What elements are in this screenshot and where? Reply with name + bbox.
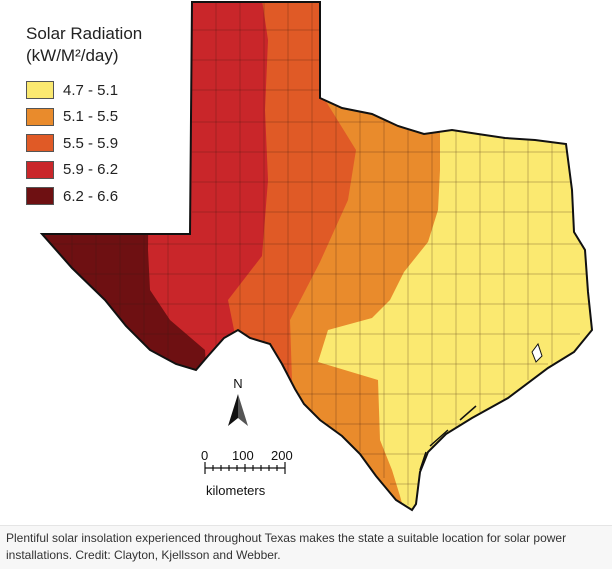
legend-label: 6.2 - 6.6 bbox=[63, 187, 119, 205]
scale-tick-label: 0 bbox=[201, 448, 209, 463]
legend-label: 4.7 - 5.1 bbox=[63, 81, 119, 99]
north-arrow-icon bbox=[228, 394, 248, 426]
legend: 4.7 - 5.1 5.1 - 5.5 5.5 - 5.9 5.9 - 6.2 … bbox=[26, 77, 118, 210]
legend-title-text: Solar Radiation bbox=[26, 24, 143, 43]
coastal-islands bbox=[419, 405, 477, 471]
legend-swatch bbox=[26, 160, 54, 179]
legend-item: 5.1 - 5.5 bbox=[26, 104, 118, 131]
legend-label: 5.1 - 5.5 bbox=[63, 108, 119, 126]
legend-swatch bbox=[26, 187, 54, 206]
scale-tick-label: 100 bbox=[232, 448, 254, 463]
legend-unit: (kW/M²/day) bbox=[26, 46, 119, 65]
legend-swatch bbox=[26, 81, 54, 100]
galveston-bay bbox=[531, 342, 543, 363]
figure-caption: Plentiful solar insolation experienced t… bbox=[6, 531, 567, 562]
legend-item: 4.7 - 5.1 bbox=[26, 77, 118, 104]
legend-swatch bbox=[26, 107, 54, 126]
legend-item: 5.9 - 6.2 bbox=[26, 157, 118, 184]
caption-bar: Plentiful solar insolation experienced t… bbox=[0, 525, 612, 569]
texas-solar-radiation-map bbox=[41, 1, 593, 511]
legend-label: 5.5 - 5.9 bbox=[63, 134, 119, 152]
legend-item: 6.2 - 6.6 bbox=[26, 183, 118, 210]
scale-unit-label: kilometers bbox=[206, 483, 266, 498]
legend-title: Solar Radiation (kW/M²/day) bbox=[26, 23, 142, 67]
scale-tick-label: 200 bbox=[271, 448, 293, 463]
legend-label: 5.9 - 6.2 bbox=[63, 161, 119, 179]
north-label: N bbox=[233, 376, 243, 391]
legend-swatch bbox=[26, 134, 54, 153]
legend-item: 5.5 - 5.9 bbox=[26, 130, 118, 157]
scale-bar-labels: 0 100 200 kilometers bbox=[197, 448, 297, 498]
scale-bar bbox=[204, 462, 286, 474]
north-arrow: N bbox=[225, 376, 251, 391]
county-boundaries bbox=[42, 2, 590, 505]
